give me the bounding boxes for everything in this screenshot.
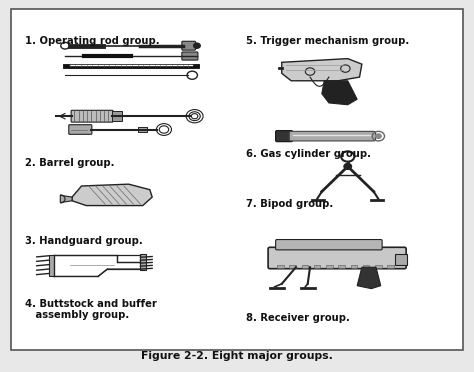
Bar xyxy=(395,254,407,265)
Text: 6. Gas cylinder group.: 6. Gas cylinder group. xyxy=(246,149,372,159)
FancyBboxPatch shape xyxy=(71,110,113,122)
FancyBboxPatch shape xyxy=(182,41,196,50)
Bar xyxy=(138,126,146,132)
Text: 5. Trigger mechanism group.: 5. Trigger mechanism group. xyxy=(246,36,410,46)
Text: 1. Operating rod group.: 1. Operating rod group. xyxy=(25,36,160,46)
FancyBboxPatch shape xyxy=(69,125,92,134)
Bar xyxy=(289,264,296,268)
Text: 3. Handguard group.: 3. Handguard group. xyxy=(25,236,143,246)
Bar xyxy=(326,264,333,268)
Bar xyxy=(338,264,345,268)
FancyBboxPatch shape xyxy=(268,247,406,269)
Text: Figure 2-2. Eight major groups.: Figure 2-2. Eight major groups. xyxy=(141,352,333,361)
Polygon shape xyxy=(54,255,140,276)
Text: 4. Buttstock and buffer
   assembly group.: 4. Buttstock and buffer assembly group. xyxy=(25,299,157,320)
Polygon shape xyxy=(60,195,72,203)
Bar xyxy=(48,255,54,276)
Bar xyxy=(277,264,283,268)
FancyBboxPatch shape xyxy=(276,131,292,142)
Circle shape xyxy=(194,43,200,48)
Polygon shape xyxy=(72,184,152,206)
Polygon shape xyxy=(357,267,381,289)
Circle shape xyxy=(344,163,352,169)
Bar xyxy=(314,264,320,268)
Bar xyxy=(112,112,121,121)
Text: 7. Bipod group.: 7. Bipod group. xyxy=(246,199,334,209)
FancyBboxPatch shape xyxy=(276,240,382,250)
FancyBboxPatch shape xyxy=(182,52,198,60)
Bar xyxy=(375,264,382,268)
Bar xyxy=(140,254,146,270)
Text: 2. Barrel group.: 2. Barrel group. xyxy=(25,158,114,168)
Polygon shape xyxy=(282,59,362,81)
Polygon shape xyxy=(322,81,357,105)
Text: 8. Receiver group.: 8. Receiver group. xyxy=(246,313,350,323)
FancyBboxPatch shape xyxy=(289,131,375,141)
Circle shape xyxy=(375,134,381,138)
Bar xyxy=(351,264,357,268)
Bar xyxy=(301,264,308,268)
Bar xyxy=(363,264,369,268)
Bar xyxy=(387,264,394,268)
